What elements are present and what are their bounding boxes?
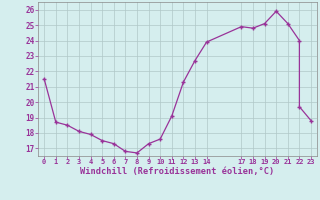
X-axis label: Windchill (Refroidissement éolien,°C): Windchill (Refroidissement éolien,°C)	[80, 167, 275, 176]
